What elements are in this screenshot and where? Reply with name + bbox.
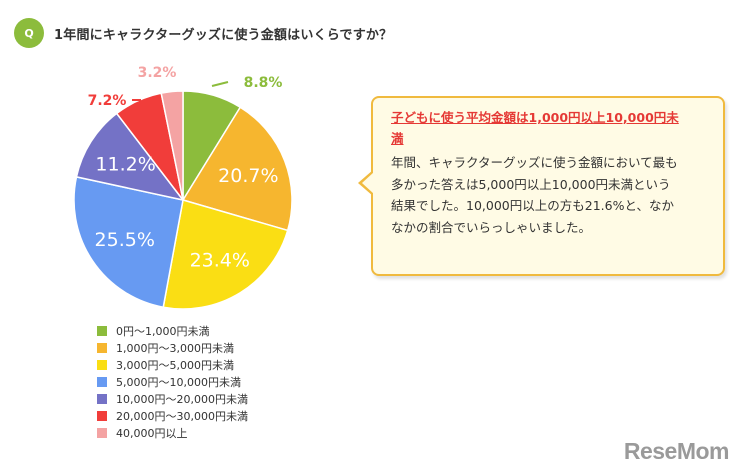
resemom-logo: ReseMom bbox=[623, 438, 730, 464]
legend-item: 20,000円～30,000円未満 bbox=[97, 407, 248, 424]
slice-value-label: 20.7% bbox=[218, 165, 278, 187]
legend-swatch bbox=[97, 427, 107, 438]
legend-swatch bbox=[97, 410, 107, 421]
legend-item: 0円～1,000円未満 bbox=[97, 322, 248, 339]
legend-label: 0円～1,000円未満 bbox=[116, 324, 210, 338]
callout-body-line: 年間、キャラクターグッズに使う金額において最も bbox=[391, 155, 678, 170]
leader-lines bbox=[132, 81, 229, 110]
pie-slice bbox=[162, 199, 289, 310]
slice-value-label: 23.4% bbox=[190, 250, 250, 272]
slice-value-label: 25.5% bbox=[95, 229, 155, 251]
callout-body-line: 結果でした。10,000円以上の方も21.6%と、なか bbox=[391, 198, 674, 213]
legend-label: 20,000円～30,000円未満 bbox=[116, 409, 248, 423]
pie-slices bbox=[73, 90, 293, 310]
summary-callout: 子どもに使う平均金額は1,000円以上10,000円未 満 年間、キャラクターグ… bbox=[358, 96, 725, 276]
legend-item: 40,000円以上 bbox=[97, 424, 248, 441]
legend-item: 10,000円～20,000円未満 bbox=[97, 390, 248, 407]
legend-swatch bbox=[97, 359, 107, 370]
legend-item: 3,000円～5,000円未満 bbox=[97, 356, 248, 373]
legend-label: 1,000円～3,000円未満 bbox=[116, 341, 234, 355]
question-badge: Q bbox=[14, 18, 44, 48]
pie-slice bbox=[75, 112, 185, 202]
legend-item: 5,000円～10,000円未満 bbox=[97, 373, 248, 390]
legend-swatch bbox=[97, 325, 107, 336]
slice-value-label: 7.2% bbox=[88, 93, 127, 109]
slice-value-label: 11.2% bbox=[95, 154, 155, 176]
pie-slice bbox=[73, 175, 184, 309]
leader-line bbox=[132, 99, 141, 110]
chart-legend: 0円～1,000円未満 1,000円～3,000円未満 3,000円～5,000円未… bbox=[97, 322, 248, 441]
legend-label: 3,000円～5,000円未満 bbox=[116, 358, 234, 372]
leader-line bbox=[211, 81, 229, 87]
legend-item: 1,000円～3,000円未満 bbox=[97, 339, 248, 356]
legend-label: 10,000円～20,000円未満 bbox=[116, 392, 248, 406]
callout-title: 子どもに使う平均金額は1,000円以上10,000円未 満 bbox=[391, 107, 709, 149]
slice-value-label: 8.8% bbox=[244, 75, 283, 91]
callout-title-line-2: 満 bbox=[391, 131, 404, 146]
pie-labels: 8.8% 20.7% 23.4% 25.5% 11.2% 7.2% 3.2% bbox=[88, 65, 283, 272]
callout-body: 年間、キャラクターグッズに使う金額において最も 多かった答えは5,000円以上1… bbox=[391, 152, 709, 238]
slice-value-label: 3.2% bbox=[138, 65, 177, 81]
question-text: 1年間にキャラクターグッズに使う金額はいくらですか？ bbox=[54, 27, 393, 43]
legend-label: 5,000円～10,000円未満 bbox=[116, 375, 241, 389]
legend-swatch bbox=[97, 342, 107, 353]
callout-title-line-1: 子どもに使う平均金額は1,000円以上10,000円未 bbox=[391, 110, 679, 125]
pie-slice bbox=[181, 106, 293, 232]
callout-body-line: なかの割合でいらっしゃいました。 bbox=[391, 219, 592, 235]
callout-body-line: 多かった答えは5,000円以上10,000円未満という bbox=[391, 176, 671, 192]
callout-pointer-fill bbox=[362, 172, 374, 194]
legend-swatch bbox=[97, 393, 107, 404]
pie-slice bbox=[160, 90, 184, 201]
question-header: Q 1年間にキャラクターグッズに使う金額はいくらですか？ bbox=[14, 18, 392, 48]
legend-label: 40,000円以上 bbox=[116, 426, 188, 440]
legend-swatch bbox=[97, 376, 107, 387]
